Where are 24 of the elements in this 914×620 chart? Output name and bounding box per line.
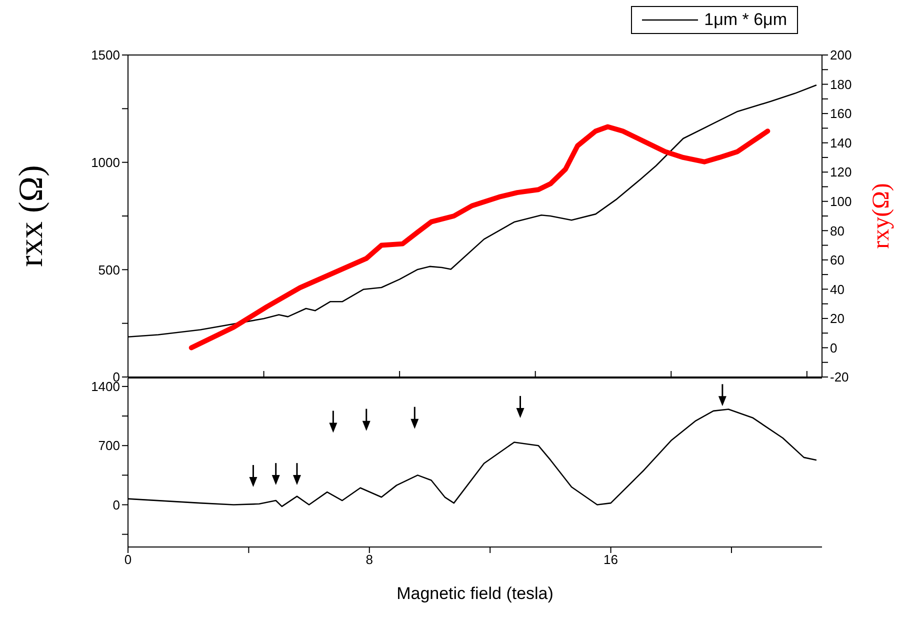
y-tick-label: 1000 xyxy=(91,154,120,170)
y2-axis-title: rxy(Ω) xyxy=(868,183,895,249)
x-axis-title: Magnetic field (tesla) xyxy=(396,584,554,603)
y2-tick-label: 40 xyxy=(830,282,844,297)
y-axis-title: rxx (Ω) xyxy=(13,165,50,267)
y-tick-label: 0 xyxy=(112,497,120,512)
y2-tick-label: 120 xyxy=(830,164,852,180)
y-tick-label: 500 xyxy=(98,262,120,278)
y2-tick-label: 0 xyxy=(830,340,838,356)
x-tick-label: 0 xyxy=(124,552,132,568)
y2-tick-label: 160 xyxy=(830,106,852,122)
legend-label: 1μm * 6μm xyxy=(704,10,787,30)
y2-tick-label: 200 xyxy=(830,48,852,63)
y-tick-label: 1500 xyxy=(91,48,120,63)
y2-tick-label: 100 xyxy=(830,194,852,209)
x-tick-label: 16 xyxy=(604,552,618,568)
y2-tick-label: 60 xyxy=(830,252,844,268)
y2-tick-label: 140 xyxy=(830,135,852,150)
y2-tick-label: 80 xyxy=(830,223,844,238)
y2-tick-label: 180 xyxy=(830,76,852,92)
y2-tick-label: -20 xyxy=(830,370,849,385)
y-tick-label: 700 xyxy=(98,438,120,454)
y2-tick-label: 20 xyxy=(830,311,844,326)
x-tick-label: 8 xyxy=(366,552,374,568)
